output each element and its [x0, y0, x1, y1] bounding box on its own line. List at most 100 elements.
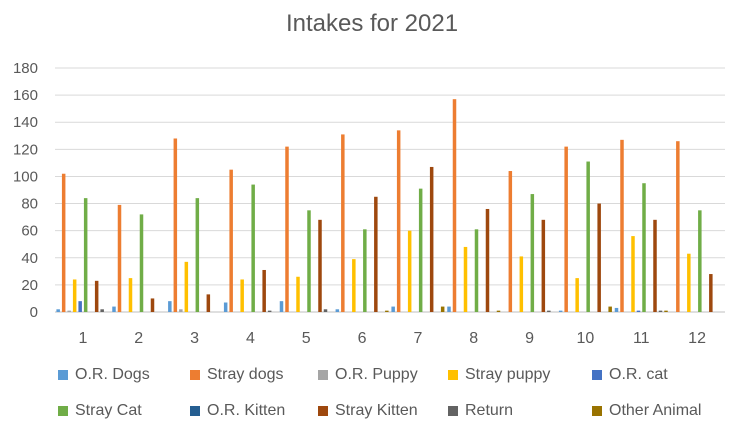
bar [698, 210, 702, 312]
legend-label: Return [465, 402, 514, 419]
legend-item: O.R. Kitten [190, 402, 285, 420]
bar [335, 309, 340, 312]
bar [519, 256, 524, 312]
legend-label: Stray Cat [75, 402, 142, 419]
legend-swatch [318, 406, 328, 416]
y-tick-label: 160 [13, 87, 38, 104]
bar [614, 307, 619, 312]
bar [709, 274, 713, 312]
y-tick-label: 180 [13, 60, 38, 77]
y-tick-label: 140 [13, 114, 38, 131]
y-tick-label: 80 [21, 196, 38, 213]
y-tick-label: 60 [21, 223, 38, 240]
x-tick-label: 11 [633, 330, 650, 347]
legend-label: O.R. cat [609, 366, 668, 383]
bar [474, 229, 479, 312]
legend-label: Stray dogs [207, 366, 284, 383]
bar [496, 310, 501, 312]
bar [251, 184, 255, 312]
bar [687, 253, 691, 312]
bar [100, 309, 104, 312]
bar [374, 196, 378, 312]
bar [407, 230, 412, 312]
legend-swatch [592, 406, 602, 416]
bar [642, 183, 646, 312]
bar [508, 171, 513, 312]
legend-item: Stray dogs [190, 366, 283, 384]
bar [307, 210, 311, 312]
bar [485, 208, 490, 312]
y-tick-label: 0 [30, 304, 38, 321]
bar [396, 130, 401, 312]
x-tick-label: 5 [302, 330, 311, 347]
x-tick-label: 9 [525, 330, 534, 347]
bar [72, 279, 77, 312]
bar [128, 278, 133, 312]
bar [429, 166, 434, 312]
bar [597, 203, 601, 312]
bar [440, 306, 445, 312]
bar [558, 310, 563, 312]
bar [195, 198, 200, 312]
legend-label: O.R. Kitten [207, 402, 286, 419]
bar [117, 204, 122, 312]
bar [150, 298, 155, 312]
legend-swatch [592, 370, 602, 380]
bar [664, 310, 668, 312]
bar [262, 269, 266, 312]
bar [94, 280, 99, 312]
legend-swatch [448, 370, 458, 380]
bar [279, 301, 284, 312]
bar [267, 310, 272, 312]
bar [391, 306, 395, 312]
bar [78, 301, 82, 312]
y-tick-label: 120 [13, 141, 38, 158]
x-tick-label: 8 [469, 330, 478, 347]
bar [318, 219, 322, 312]
bar [636, 310, 641, 312]
legend-swatch [190, 370, 200, 380]
bar [363, 229, 367, 312]
legend-label: Stray puppy [465, 366, 551, 383]
bar [530, 194, 535, 312]
x-tick-label: 10 [577, 330, 595, 347]
bar [67, 310, 71, 312]
bar [352, 259, 356, 312]
bar [56, 309, 60, 312]
legend-item: Stray Cat [58, 402, 142, 420]
bar [676, 141, 680, 312]
bar [173, 138, 178, 312]
legend-swatch [190, 406, 200, 416]
legend-item: Stray puppy [448, 366, 550, 384]
bar [385, 310, 389, 312]
bar [631, 236, 635, 312]
bar [564, 146, 568, 312]
legend-swatch [58, 406, 68, 416]
y-tick-label: 100 [13, 168, 38, 185]
bar [658, 310, 663, 312]
bar [541, 219, 546, 312]
bar [112, 306, 116, 312]
legend-item: Return [448, 402, 513, 420]
x-tick-label: 2 [134, 330, 143, 347]
bar [463, 246, 468, 312]
legend-item: Stray Kitten [318, 402, 418, 420]
x-tick-label: 4 [246, 330, 255, 347]
bar [620, 139, 624, 312]
bar [285, 146, 289, 312]
bar [179, 309, 183, 312]
bar [184, 261, 189, 312]
legend-item: O.R. Dogs [58, 366, 150, 384]
y-tick-label: 20 [21, 277, 38, 294]
bar [223, 302, 228, 312]
bar [240, 279, 244, 312]
x-tick-label: 6 [358, 330, 367, 347]
x-tick-label: 12 [688, 330, 706, 347]
bar [418, 188, 423, 312]
bar [653, 219, 657, 312]
legend-item: O.R. cat [592, 366, 668, 384]
legend-swatch [448, 406, 458, 416]
bar [168, 301, 172, 312]
